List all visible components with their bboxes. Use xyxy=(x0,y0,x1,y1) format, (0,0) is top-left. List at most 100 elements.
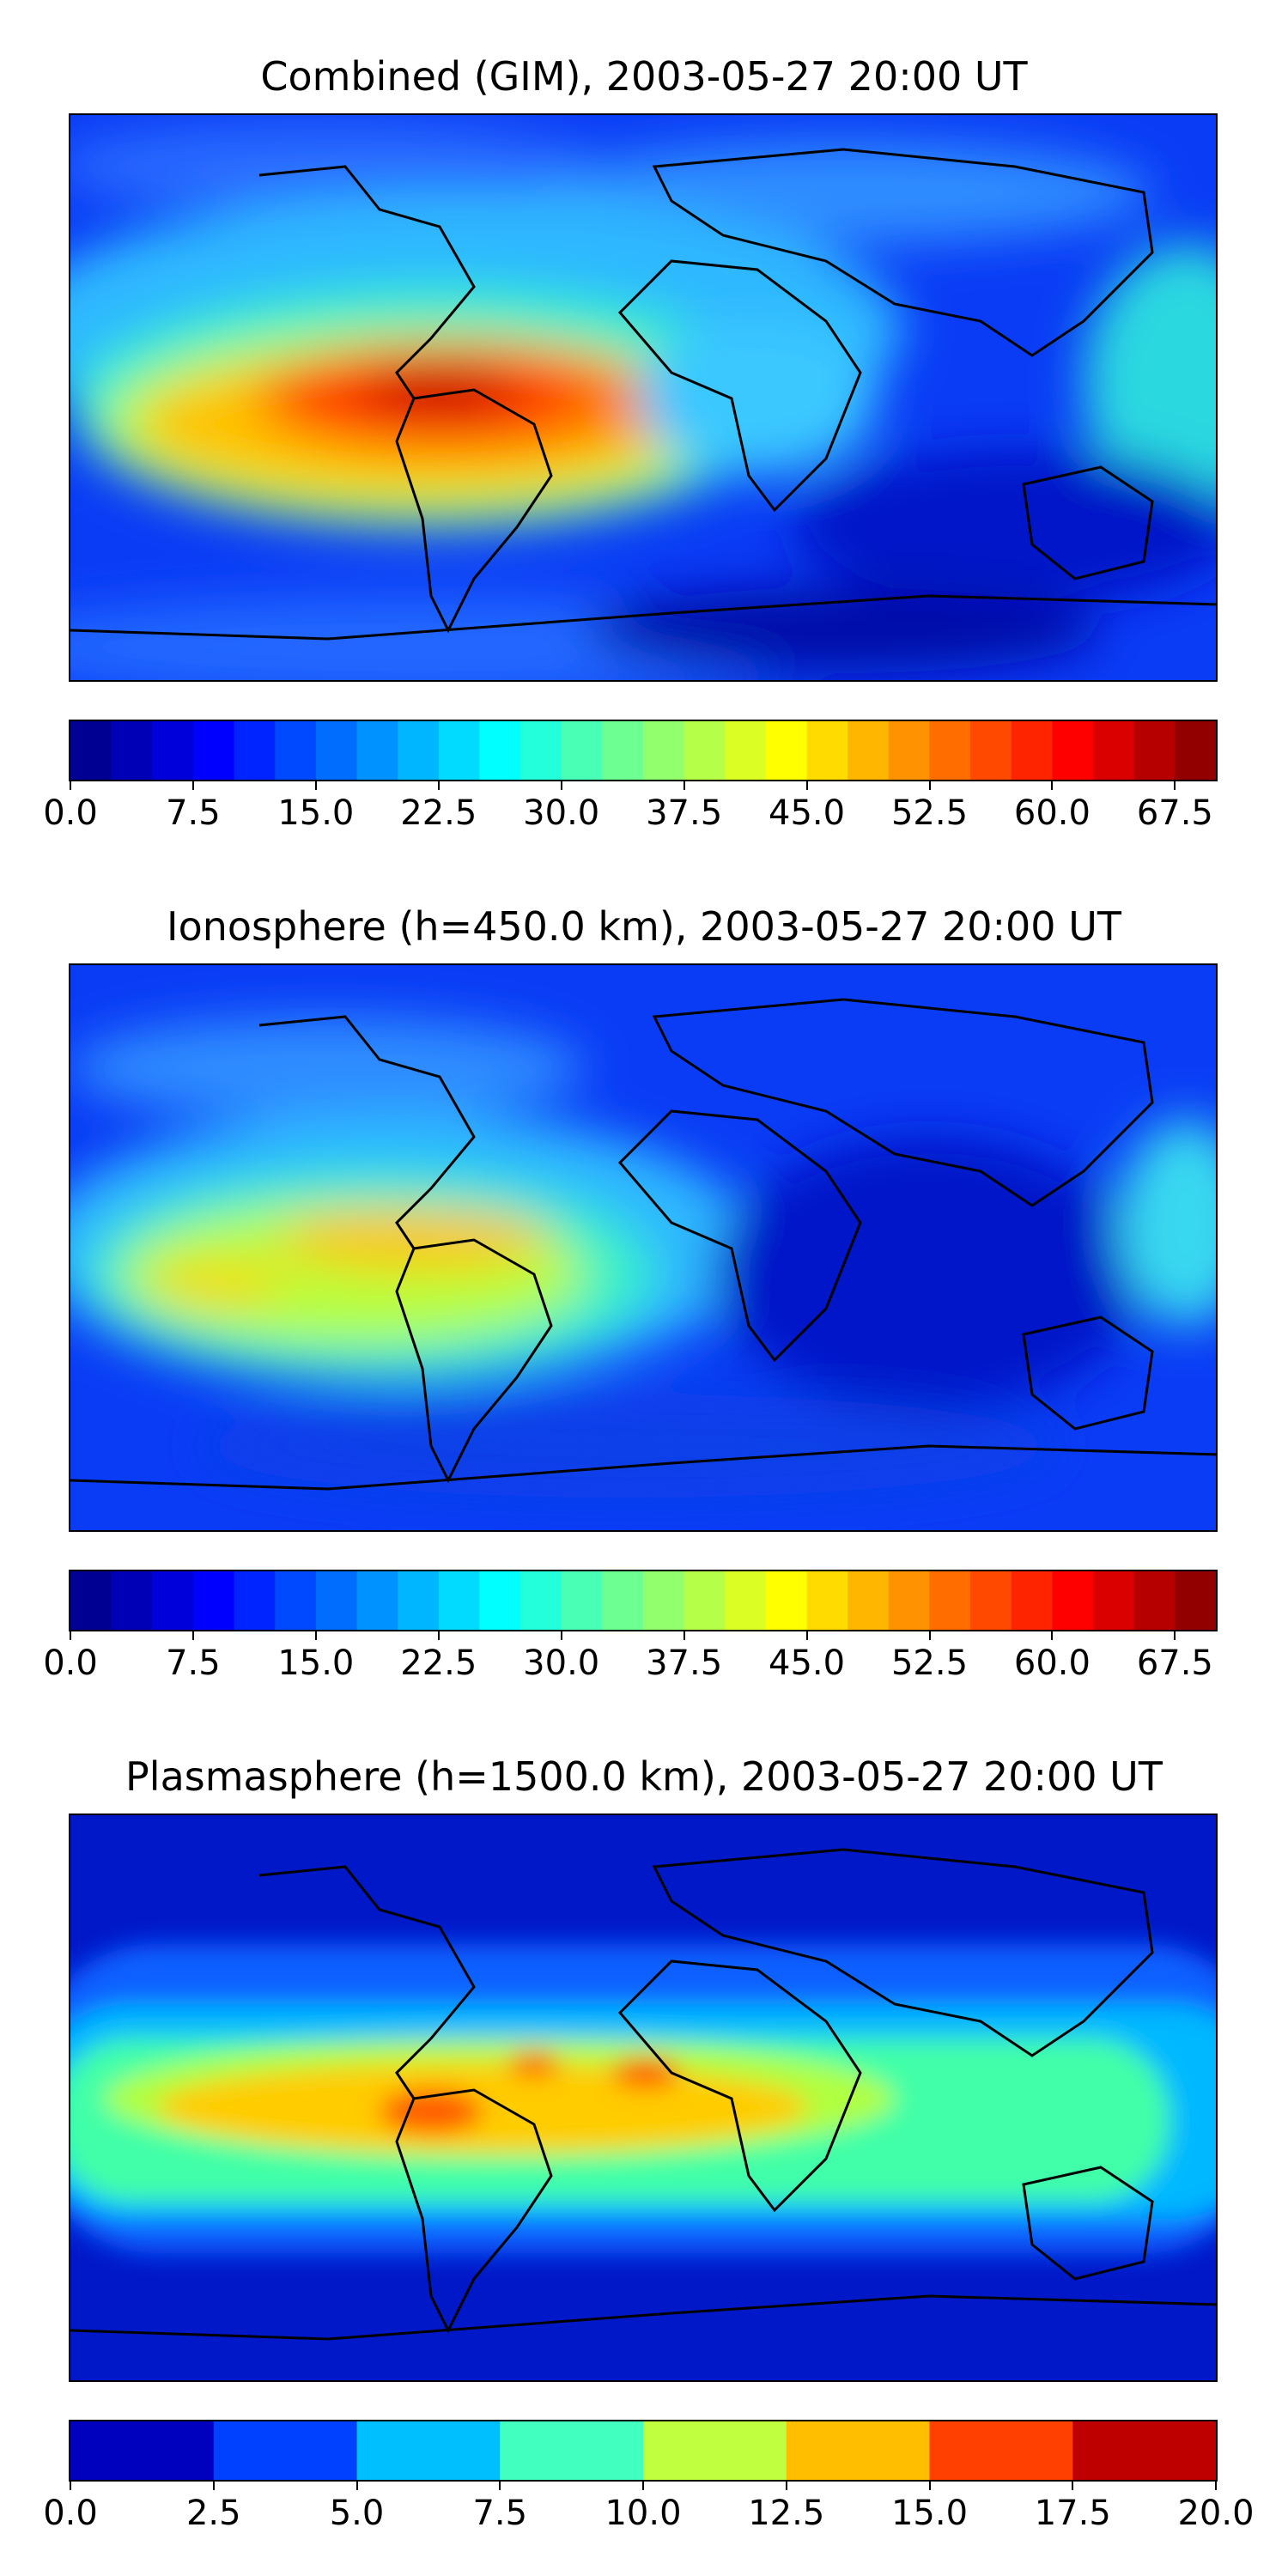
colorbar-level xyxy=(111,1571,154,1630)
colorbar-tick-label: 7.5 xyxy=(472,2494,528,2533)
colorbar-level xyxy=(1133,1571,1176,1630)
colorbar-tick-label: 2.5 xyxy=(185,2494,241,2533)
tec-map-plasmasphere xyxy=(69,1814,1218,2382)
colorbar-level xyxy=(888,721,931,780)
colorbar-tick-label: 22.5 xyxy=(400,793,477,833)
colorbar-tick-label: 0.0 xyxy=(43,793,98,833)
colorbar-level xyxy=(1052,1571,1094,1630)
colorbar-tick-label: 12.5 xyxy=(748,2494,825,2533)
map-plot xyxy=(70,965,1216,1530)
colorbar-level xyxy=(398,1571,440,1630)
colorbar-level xyxy=(70,1571,112,1630)
colorbar-tick xyxy=(1174,1630,1176,1640)
colorbar-gradient xyxy=(70,1571,1216,1630)
colorbar-level xyxy=(356,721,398,780)
colorbar-level xyxy=(479,721,521,780)
colorbar xyxy=(69,720,1218,781)
colorbar-tick xyxy=(805,780,808,790)
map-plot xyxy=(70,1815,1216,2380)
colorbar-tick-label: 0.0 xyxy=(43,1643,98,1683)
panel-title: Ionosphere (h=450.0 km), 2003-05-27 20:0… xyxy=(167,903,1121,950)
colorbar-level xyxy=(602,721,644,780)
colorbar-tick xyxy=(560,780,562,790)
colorbar-tick-label: 67.5 xyxy=(1136,1643,1213,1683)
colorbar-level xyxy=(765,1571,808,1630)
colorbar-ticks: 0.0 7.5 15.0 22.5 30.0 37.5 45.0 52.5 60.0 67.5 xyxy=(43,780,1218,833)
colorbar-tick-label: 7.5 xyxy=(166,793,221,833)
colorbar-level xyxy=(1093,721,1135,780)
colorbar-tick xyxy=(191,780,194,790)
colorbar-tick-label: 37.5 xyxy=(646,793,723,833)
colorbar-level xyxy=(848,721,890,780)
colorbar-tick-label: 22.5 xyxy=(400,1643,477,1683)
colorbar-tick-label: 30.0 xyxy=(523,793,600,833)
colorbar-tick xyxy=(683,1630,685,1640)
colorbar-tick-label: 20.0 xyxy=(1177,2494,1255,2533)
colorbar-level xyxy=(561,721,604,780)
colorbar-tick xyxy=(683,780,685,790)
colorbar-tick-label: 52.5 xyxy=(890,1643,969,1683)
colorbar-level xyxy=(234,1571,276,1630)
colorbar-level xyxy=(192,721,235,780)
colorbar-level xyxy=(1072,2421,1216,2480)
colorbar-level xyxy=(765,721,808,780)
colorbar-level xyxy=(1011,1571,1054,1630)
colorbar-tick xyxy=(212,2480,215,2490)
colorbar-tick xyxy=(642,2480,644,2490)
colorbar-level xyxy=(356,1571,398,1630)
colorbar-level xyxy=(234,721,276,780)
colorbar-tick-label: 52.5 xyxy=(890,793,969,833)
colorbar-level xyxy=(806,1571,849,1630)
tec-map-ionosphere xyxy=(69,963,1218,1532)
colorbar-tick xyxy=(1051,780,1054,790)
colorbar-level xyxy=(1133,721,1176,780)
colorbar-level xyxy=(602,1571,644,1630)
colorbar-tick xyxy=(191,1630,194,1640)
colorbar-tick xyxy=(70,2480,71,2490)
colorbar-tick-label: 45.0 xyxy=(769,1643,846,1683)
panel-title: Combined (GIM), 2003-05-27 20:00 UT xyxy=(260,53,1028,100)
colorbar-tick xyxy=(499,2480,501,2490)
colorbar-level xyxy=(152,721,194,780)
colorbar-level xyxy=(929,1571,971,1630)
colorbar-level xyxy=(275,1571,317,1630)
colorbar-level xyxy=(192,1571,235,1630)
colorbar-level xyxy=(70,721,112,780)
colorbar-level xyxy=(438,721,481,780)
colorbar-gradient xyxy=(70,721,1216,780)
tec-contours xyxy=(70,124,1216,680)
colorbar-level xyxy=(500,2421,644,2480)
colorbar-tick xyxy=(560,1630,562,1640)
colorbar-level xyxy=(438,1571,481,1630)
colorbar-level xyxy=(1011,721,1054,780)
colorbar-tick xyxy=(805,1630,808,1640)
colorbar-tick-label: 10.0 xyxy=(605,2494,682,2533)
colorbar xyxy=(69,1570,1218,1631)
colorbar-ticks: 0.0 2.5 5.0 7.5 10.0 12.5 15.0 17.5 20.0 xyxy=(43,2480,1255,2533)
colorbar-level xyxy=(1052,721,1094,780)
colorbar-level xyxy=(683,721,726,780)
colorbar-tick xyxy=(437,1630,440,1640)
colorbar-level xyxy=(786,2421,931,2480)
colorbar-tick xyxy=(1215,2480,1217,2490)
colorbar-tick xyxy=(928,2480,931,2490)
colorbar-level xyxy=(848,1571,890,1630)
colorbar-ticks: 0.0 7.5 15.0 22.5 30.0 37.5 45.0 52.5 60.0 67.5 xyxy=(43,1630,1218,1683)
colorbar-tick xyxy=(314,1630,317,1640)
colorbar-tick-label: 37.5 xyxy=(646,1643,723,1683)
colorbar xyxy=(69,2420,1218,2482)
colorbar-level xyxy=(970,721,1012,780)
colorbar-level xyxy=(643,2421,787,2480)
colorbar-tick xyxy=(1174,780,1176,790)
colorbar-tick-label: 45.0 xyxy=(769,793,846,833)
colorbar-level xyxy=(970,1571,1012,1630)
coastlines xyxy=(70,1848,1216,2341)
colorbar-level xyxy=(643,721,685,780)
colorbar-tick xyxy=(928,1630,931,1640)
colorbar-level xyxy=(643,1571,685,1630)
colorbar-gradient xyxy=(70,2421,1216,2480)
tec-map-combined xyxy=(69,113,1218,682)
colorbar-level xyxy=(725,1571,767,1630)
colorbar-tick xyxy=(70,780,71,790)
colorbar-level xyxy=(70,2421,215,2480)
